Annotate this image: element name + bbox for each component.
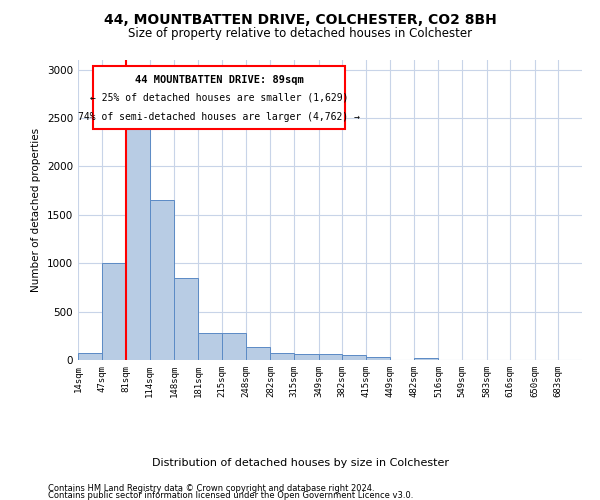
Bar xyxy=(150,200,174,360)
FancyBboxPatch shape xyxy=(93,66,345,129)
Bar xyxy=(342,354,366,360)
Text: Size of property relative to detached houses in Colchester: Size of property relative to detached ho… xyxy=(128,28,472,40)
Bar xyxy=(319,354,342,360)
Text: 44 MOUNTBATTEN DRIVE: 89sqm: 44 MOUNTBATTEN DRIVE: 89sqm xyxy=(135,75,304,85)
Bar xyxy=(126,118,150,360)
Bar xyxy=(294,354,319,360)
Bar xyxy=(223,333,246,360)
Text: Distribution of detached houses by size in Colchester: Distribution of detached houses by size … xyxy=(151,458,449,468)
Text: Contains HM Land Registry data © Crown copyright and database right 2024.: Contains HM Land Registry data © Crown c… xyxy=(48,484,374,493)
Bar xyxy=(78,352,101,360)
Bar xyxy=(246,348,271,360)
Text: 74% of semi-detached houses are larger (4,762) →: 74% of semi-detached houses are larger (… xyxy=(78,112,360,122)
Bar xyxy=(414,358,439,360)
Bar xyxy=(271,353,294,360)
Bar xyxy=(366,357,391,360)
Bar xyxy=(174,278,198,360)
Bar xyxy=(198,333,223,360)
Text: 44, MOUNTBATTEN DRIVE, COLCHESTER, CO2 8BH: 44, MOUNTBATTEN DRIVE, COLCHESTER, CO2 8… xyxy=(104,12,496,26)
Bar xyxy=(101,263,126,360)
Text: Contains public sector information licensed under the Open Government Licence v3: Contains public sector information licen… xyxy=(48,491,413,500)
Y-axis label: Number of detached properties: Number of detached properties xyxy=(31,128,41,292)
Text: ← 25% of detached houses are smaller (1,629): ← 25% of detached houses are smaller (1,… xyxy=(90,93,349,103)
